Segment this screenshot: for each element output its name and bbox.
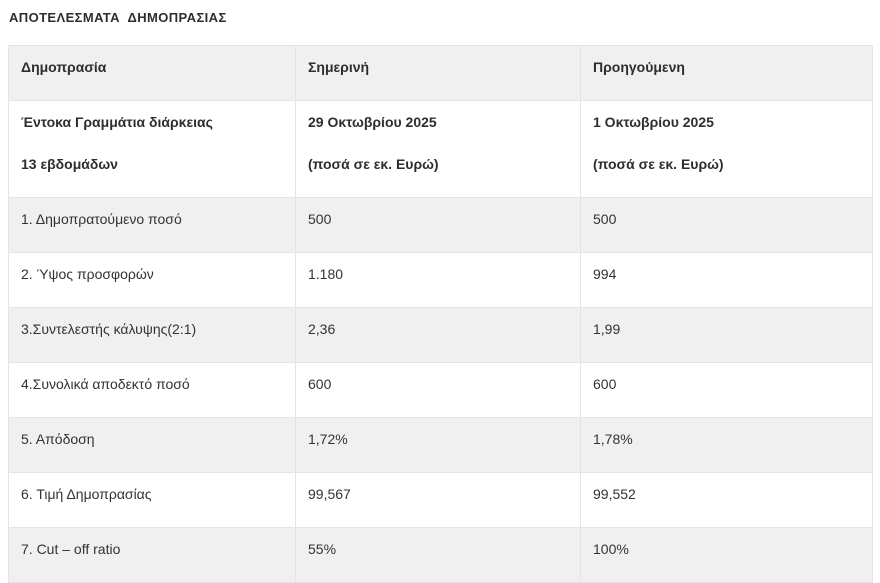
instrument-line-1: Έντοκα Γραμμάτια διάρκειας [21, 114, 213, 130]
row-previous-value: 100% [580, 527, 873, 583]
row-previous-value: 99,552 [580, 472, 873, 528]
header-cell-current: Σημερινή [295, 45, 581, 101]
header-cell-previous: Προηγούμενη [580, 45, 873, 101]
previous-date: 1 Οκτωβρίου 2025 [593, 114, 714, 130]
row-previous-value: 600 [580, 362, 873, 418]
subheader-cell-instrument: Έντοκα Γραμμάτια διάρκειας 13 εβδομάδων [8, 100, 296, 198]
row-current-value: 1,72% [295, 417, 581, 473]
auction-results-table: Δημοπρασία Σημερινή Προηγούμενη Έντοκα Γ… [8, 45, 873, 583]
row-current-value: 55% [295, 527, 581, 583]
instrument-line-2: 13 εβδομάδων [21, 156, 118, 172]
row-label: 7. Cut – off ratio [8, 527, 296, 583]
row-previous-value: 1,99 [580, 307, 873, 363]
current-date: 29 Οκτωβρίου 2025 [308, 114, 437, 130]
row-label: 3.Συντελεστής κάλυψης(2:1) [8, 307, 296, 363]
row-current-value: 99,567 [295, 472, 581, 528]
row-label: 6. Τιμή Δημοπρασίας [8, 472, 296, 528]
row-previous-value: 994 [580, 252, 873, 308]
row-label: 1. Δημοπρατούμενο ποσό [8, 197, 296, 253]
row-current-value: 500 [295, 197, 581, 253]
table-subheader-row: Έντοκα Γραμμάτια διάρκειας 13 εβδομάδων … [8, 100, 873, 198]
table-row-accepted-amount: 4.Συνολικά αποδεκτό ποσό 600 600 [8, 362, 873, 418]
row-label: 4.Συνολικά αποδεκτό ποσό [8, 362, 296, 418]
row-current-value: 1.180 [295, 252, 581, 308]
subheader-cell-previous-date: 1 Οκτωβρίου 2025 (ποσά σε εκ. Ευρώ) [580, 100, 873, 198]
header-cell-auction: Δημοπρασία [8, 45, 296, 101]
row-previous-value: 1,78% [580, 417, 873, 473]
table-row-auction-price: 6. Τιμή Δημοπρασίας 99,567 99,552 [8, 472, 873, 528]
row-label: 2. Ύψος προσφορών [8, 252, 296, 308]
page-title: ΑΠΟΤΕΛΕΣΜΑΤΑ ΔΗΜΟΠΡΑΣΙΑΣ [9, 10, 227, 25]
row-current-value: 600 [295, 362, 581, 418]
table-row-coverage-ratio: 3.Συντελεστής κάλυψης(2:1) 2,36 1,99 [8, 307, 873, 363]
previous-units-note: (ποσά σε εκ. Ευρώ) [593, 156, 724, 172]
current-units-note: (ποσά σε εκ. Ευρώ) [308, 156, 439, 172]
table-row-cutoff-ratio: 7. Cut – off ratio 55% 100% [8, 527, 873, 583]
table-row-auctioned-amount: 1. Δημοπρατούμενο ποσό 500 500 [8, 197, 873, 253]
table-row-bid-amount: 2. Ύψος προσφορών 1.180 994 [8, 252, 873, 308]
table-row-yield: 5. Απόδοση 1,72% 1,78% [8, 417, 873, 473]
subheader-cell-current-date: 29 Οκτωβρίου 2025 (ποσά σε εκ. Ευρώ) [295, 100, 581, 198]
row-current-value: 2,36 [295, 307, 581, 363]
row-previous-value: 500 [580, 197, 873, 253]
table-header-row: Δημοπρασία Σημερινή Προηγούμενη [8, 45, 873, 101]
row-label: 5. Απόδοση [8, 417, 296, 473]
